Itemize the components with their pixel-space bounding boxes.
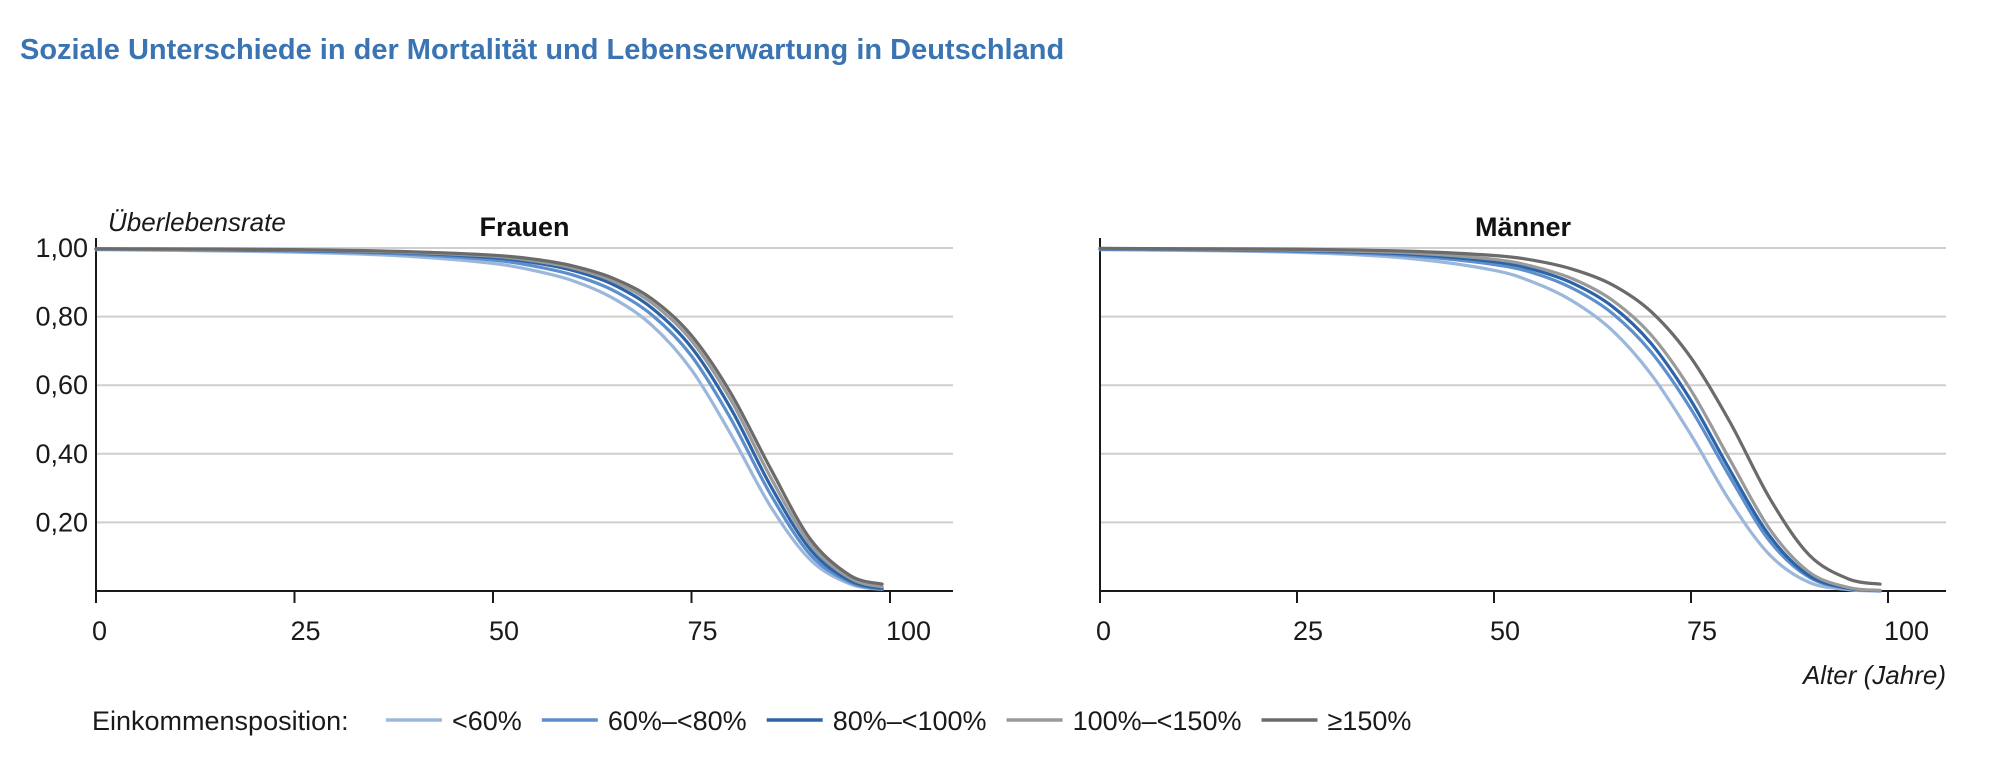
series-line-80pct-lt100pct: [94, 247, 884, 590]
series-line-ge150pct: [1098, 246, 1882, 586]
series-line-100pct-lt150pct: [1098, 247, 1882, 592]
series-line-100pct-lt150pct: [94, 247, 884, 589]
x-tick-label: 75: [1687, 616, 1717, 646]
y-tick-label: 0,80: [35, 302, 88, 332]
page-title: Soziale Unterschiede in der Mortalität u…: [20, 34, 1065, 66]
chart-panel-maenner: 0 25 50 75 100 Männer Alter (Jahre): [1096, 212, 1946, 690]
x-tick-label: 0: [92, 616, 107, 646]
legend-label-80pct-lt100pct: 80%–<100%: [833, 706, 987, 736]
series-line-lt60pct: [94, 248, 884, 591]
legend-label-100pct-lt150pct: 100%–<150%: [1073, 706, 1242, 736]
panel-title: Männer: [1475, 212, 1572, 242]
y-tick-label: 1,00: [35, 233, 88, 263]
chart-panel-frauen: 0,20 0,40 0,60 0,80 1,00 0 25 50 75 100 Frauen Über…: [35, 207, 953, 646]
series-line-80pct-lt100pct: [1098, 247, 1882, 593]
x-tick-label: 50: [489, 616, 519, 646]
x-tick-label: 75: [688, 616, 718, 646]
y-tick-label: 0,60: [35, 370, 88, 400]
y-tick-label: 0,40: [35, 439, 88, 469]
y-axis-label: Überlebensrate: [108, 207, 286, 237]
legend-title: Einkommensposition:: [92, 706, 349, 736]
series-line-lt60pct: [1098, 248, 1882, 593]
x-tick-label: 25: [1293, 616, 1323, 646]
x-tick-label: 0: [1096, 616, 1111, 646]
legend-label-ge150pct: ≥150%: [1327, 706, 1411, 736]
series-line-60pct-lt80pct: [94, 247, 884, 591]
legend: Einkommensposition: <60% 60%–<80% 80%–<100%…: [92, 706, 1411, 736]
series-line-60pct-lt80pct: [1098, 247, 1882, 593]
x-tick-label: 50: [1490, 616, 1520, 646]
legend-label-lt60pct: <60%: [452, 706, 522, 736]
series-line-ge150pct: [94, 247, 884, 586]
y-tick-label: 0,20: [35, 507, 88, 537]
panel-title: Frauen: [479, 212, 569, 242]
x-tick-label: 25: [291, 616, 321, 646]
x-tick-label: 100: [886, 616, 931, 646]
x-axis-label: Alter (Jahre): [1801, 660, 1946, 690]
x-tick-label: 100: [1884, 616, 1929, 646]
legend-label-60pct-lt80pct: 60%–<80%: [608, 706, 747, 736]
